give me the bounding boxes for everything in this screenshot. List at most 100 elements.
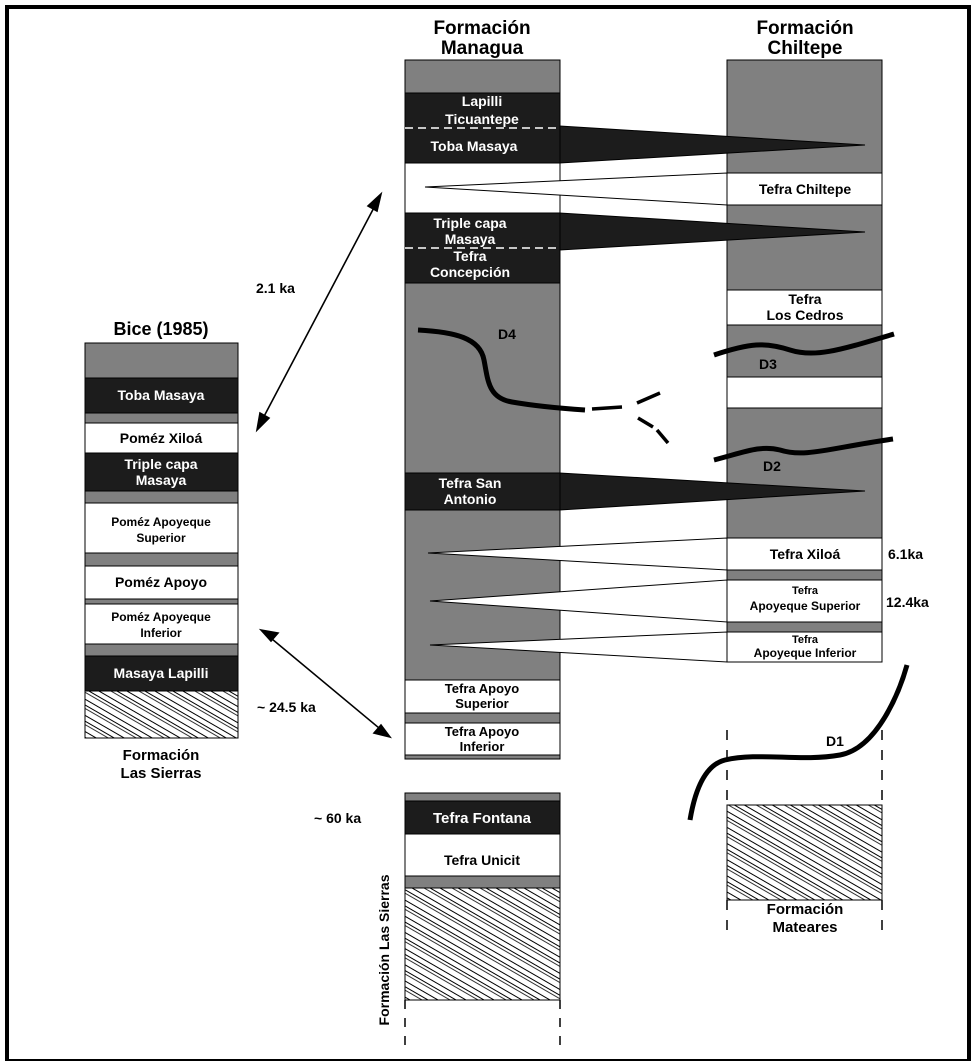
managua-gray-top — [404, 59, 561, 94]
wedge-tefra-chiltepe — [424, 172, 728, 206]
arrowhead-24-5-top — [258, 628, 280, 643]
managua-gray-mid — [404, 282, 561, 474]
chiltepe-d3-label: D3 — [759, 356, 777, 372]
bice-toba-masaya-label: Toba Masaya — [118, 387, 205, 403]
chiltepe-d2-label: D2 — [763, 458, 781, 474]
chiltepe-gray-5 — [726, 569, 883, 581]
managua-d4-label: D4 — [498, 326, 516, 342]
chiltepe-tefra-xiloa-label: Tefra Xiloá — [770, 546, 841, 562]
managua-apoyo-inf-label-1: Tefra Apoyo — [445, 724, 519, 739]
managua-lapilli-ticuantepe — [404, 92, 561, 164]
d4-dash-1 — [591, 405, 623, 411]
arrow-24-5-ka — [265, 633, 386, 734]
managua-tefra-fontana — [404, 800, 561, 835]
d2-line — [713, 436, 894, 463]
arrow-2-1-ka — [259, 199, 379, 425]
chiltepe-column — [726, 59, 883, 901]
bice-pomez-apoyo-label: Poméz Apoyo — [115, 574, 207, 590]
bice-gray-top — [84, 342, 239, 379]
d4-dash-3 — [637, 416, 654, 429]
age-labels: 2.1 ka ~ 24.5 ka ~ 60 ka 6.1ka 12.4ka — [256, 280, 929, 826]
chiltepe-tefra-chiltepe — [726, 172, 883, 206]
chiltepe-white-gap — [726, 376, 883, 409]
age-2-1-ka: 2.1 ka — [256, 280, 295, 296]
bice-base-label-2: Las Sierras — [121, 765, 202, 782]
managua-labels: Formación Managua Lapilli Ticuantepe Tob… — [376, 18, 532, 1025]
wedge-tefra-xiloa — [427, 537, 728, 571]
chiltepe-tefra-chiltepe-label: Tefra Chiltepe — [759, 181, 852, 197]
managua-concepcion-label-1: Tefra — [453, 248, 486, 264]
arrowhead-24-5-bottom — [372, 723, 392, 739]
bice-gap-5 — [84, 643, 239, 657]
managua-dashes — [404, 1000, 561, 1045]
chiltepe-base-label-1: Formación — [767, 901, 844, 918]
managua-lapilli-label-2: Ticuantepe — [445, 111, 519, 127]
managua-gray-bottom — [404, 754, 561, 760]
arrowhead-2-1-bottom — [255, 411, 271, 433]
bice-apoyeque-sup — [84, 502, 239, 554]
managua2-gray-top — [404, 792, 561, 802]
bice-triple-capa-label-1: Triple capa — [124, 456, 197, 472]
bice-toba-masaya — [84, 377, 239, 414]
bice-base-label-1: Formación — [123, 747, 200, 764]
managua-gray-gap — [404, 712, 561, 724]
wedge-triple-capa — [559, 212, 866, 251]
bice-title: Bice (1985) — [113, 319, 208, 339]
chiltepe-d1-label: D1 — [826, 733, 844, 749]
bice-gap-3 — [84, 552, 239, 567]
managua-lapilli-label-1: Lapilli — [462, 93, 502, 109]
chiltepe-apoyeque-inf-label-1: Tefra — [792, 634, 819, 646]
managua-unicit-label: Tefra Unicit — [444, 852, 520, 868]
managua-fontana-label: Tefra Fontana — [433, 810, 532, 827]
managua-apoyo-sup-label-2: Superior — [455, 696, 508, 711]
d4-line — [417, 327, 586, 413]
chiltepe-gray-4 — [726, 407, 883, 539]
managua-toba-masaya-label: Toba Masaya — [431, 138, 518, 154]
managua-column — [404, 59, 561, 1001]
bice-hatched-base — [84, 690, 239, 739]
d3-line — [713, 331, 895, 358]
managua-triple-capa-label-2: Masaya — [445, 231, 496, 247]
age-arrows — [255, 191, 392, 739]
wedge-san-antonio — [559, 472, 866, 511]
chiltepe-apoyeque-sup-label-2: Apoyeque Superior — [750, 599, 861, 613]
bice-apoyeque-sup-label-1: Poméz Apoyeque — [111, 515, 211, 529]
chiltepe-gray-2 — [726, 204, 883, 291]
figure-frame — [5, 5, 971, 1061]
arrowhead-2-1-top — [366, 191, 383, 213]
chiltepe-los-cedros-label-2: Los Cedros — [766, 307, 843, 323]
bice-pomez-apoyo — [84, 565, 239, 600]
managua-apoyo-inf-label-2: Inferior — [460, 739, 505, 754]
managua-san-antonio-label-1: Tefra San — [439, 475, 502, 491]
bice-gap-4 — [84, 598, 239, 605]
managua-title-1: Formación — [433, 18, 530, 39]
bice-pomez-xiloa — [84, 422, 239, 454]
chiltepe-title-2: Chiltepe — [768, 38, 843, 59]
d1-line — [687, 664, 910, 821]
bice-apoyeque-inf-label-1: Poméz Apoyeque — [111, 610, 211, 624]
correlation-wedges — [424, 125, 866, 663]
chiltepe-los-cedros-label-1: Tefra — [788, 291, 821, 307]
managua-tefra-san-antonio — [404, 472, 561, 511]
wedge-apoyeque-sup — [429, 579, 728, 623]
bice-triple-capa-label-2: Masaya — [136, 472, 187, 488]
bice-pomez-xiloa-label: Poméz Xiloá — [120, 430, 203, 446]
managua-apoyo-inferior — [404, 722, 561, 756]
disconformity-lines — [417, 327, 910, 821]
age-24-5-ka: ~ 24.5 ka — [257, 699, 316, 715]
d4-dash-4 — [655, 428, 670, 445]
bice-column — [84, 342, 239, 739]
managua2-hatched — [404, 887, 561, 1001]
bice-triple-capa — [84, 452, 239, 492]
bice-apoyeque-sup-label-2: Superior — [136, 531, 186, 545]
d4-dash-2 — [636, 391, 661, 405]
chiltepe-base-label-2: Mateares — [772, 919, 837, 936]
chiltepe-title-1: Formación — [756, 18, 853, 39]
chiltepe-apoyeque-inf-label-2: Apoyeque Inferior — [754, 646, 857, 660]
bice-gap-1 — [84, 412, 239, 424]
wedge-toba-masaya — [559, 125, 866, 164]
bice-apoyeque-inf — [84, 603, 239, 645]
managua-side-label: Formación Las Sierras — [376, 874, 392, 1025]
bice-labels: Bice (1985) Toba Masaya Poméz Xiloá Trip… — [111, 319, 211, 782]
chiltepe-gray-1 — [726, 59, 883, 174]
